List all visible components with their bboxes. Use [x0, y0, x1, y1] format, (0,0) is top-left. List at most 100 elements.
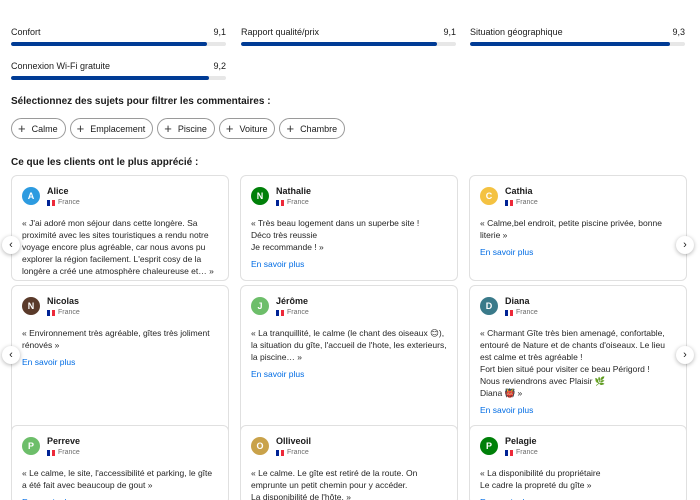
avatar: N: [22, 297, 40, 315]
chip-piscine[interactable]: + Piscine: [157, 118, 215, 139]
plus-icon: +: [225, 120, 234, 136]
score-label: Confort: [11, 27, 41, 37]
score-item-rapport-qualite-prix: Rapport qualité/prix 9,1: [241, 26, 456, 46]
score-item-situation: Situation géographique 9,3: [470, 26, 685, 46]
reviewer-country: France: [276, 308, 309, 318]
reviewer-info: Jérôme France: [276, 296, 309, 318]
review-text: « La tranquillité, le calme (le chant de…: [251, 328, 447, 362]
review-header: A Alice France: [22, 186, 218, 208]
avatar: C: [480, 187, 498, 205]
avatar: N: [251, 187, 269, 205]
avatar-initial: N: [27, 301, 35, 311]
reviewer-country: France: [47, 198, 80, 208]
review-header: D Diana France: [480, 296, 676, 318]
read-more-link[interactable]: En savoir plus: [480, 405, 534, 415]
score-value: 9,3: [672, 27, 685, 37]
reviewer-info: Pelagie France: [505, 436, 538, 458]
chevron-right-icon: ›: [683, 239, 687, 251]
review-card: A Alice France « J'ai adoré mon séjour dans…: [11, 175, 229, 281]
carousel-next-button[interactable]: ›: [676, 236, 694, 254]
reviewer-name: Nicolas: [47, 296, 80, 306]
reviewer-name: Perreve: [47, 436, 81, 446]
country-label: France: [287, 199, 309, 206]
carousel-prev-button[interactable]: ‹: [2, 346, 20, 364]
read-more-link[interactable]: En savoir plus: [480, 496, 676, 500]
country-label: France: [516, 199, 538, 206]
review-card: N Nathalie France « Très beau logement dans…: [240, 175, 458, 281]
read-more-link[interactable]: En savoir plus: [251, 259, 305, 269]
reviewer-info: Cathia France: [505, 186, 538, 208]
score-bar-fill: [470, 42, 670, 46]
score-bar-fill: [241, 42, 437, 46]
avatar-initial: O: [256, 441, 264, 451]
chip-label: Calme: [31, 123, 58, 134]
france-flag-icon: [276, 200, 285, 206]
avatar: P: [480, 437, 498, 455]
reviewer-country: France: [505, 308, 538, 318]
country-label: France: [287, 449, 309, 456]
chip-voiture[interactable]: + Voiture: [218, 118, 276, 139]
review-header: N Nicolas France: [22, 296, 218, 318]
score-bar-fill: [11, 76, 209, 80]
avatar-initial: P: [485, 441, 492, 451]
carousel-prev-button[interactable]: ‹: [2, 236, 20, 254]
plus-icon: +: [76, 120, 85, 136]
review-card: D Diana France « Charmant Gîte très bien am…: [469, 285, 687, 435]
score-bar: [11, 42, 226, 46]
review-card: P Perreve France « Le calme, le site, l'acc…: [11, 425, 229, 500]
country-label: France: [58, 199, 80, 206]
chip-calme[interactable]: + Calme: [11, 118, 66, 139]
chevron-left-icon: ‹: [9, 349, 13, 361]
review-text: « J'ai adoré mon séjour dans cette longè…: [22, 218, 214, 276]
reviews-carousel: A Alice France « J'ai adoré mon séjour dans…: [11, 175, 689, 500]
review-text: « Charmant Gîte très bien amenagé, confo…: [480, 328, 665, 398]
avatar: O: [251, 437, 269, 455]
reviewer-info: Perreve France: [47, 436, 80, 458]
avatar-initial: N: [256, 191, 264, 201]
reviewer-country: France: [276, 198, 311, 208]
avatar: J: [251, 297, 269, 315]
avatar-initial: D: [485, 301, 493, 311]
chip-label: Emplacement: [90, 123, 146, 134]
score-bar-fill: [11, 42, 207, 46]
france-flag-icon: [47, 450, 56, 456]
score-bar: [11, 76, 226, 80]
read-more-link[interactable]: En savoir plus: [251, 369, 305, 379]
review-text: « Calme,bel endroit, petite piscine priv…: [480, 218, 662, 240]
reviews-title: Ce que les clients ont le plus apprécié …: [11, 157, 199, 168]
review-text: « Très beau logement dans un superbe sit…: [251, 218, 420, 252]
reviewer-info: Diana France: [505, 296, 538, 318]
review-card: N Nicolas France « Environnement très agréa…: [11, 285, 229, 435]
score-item-confort: Confort 9,1: [11, 26, 226, 46]
read-more-link[interactable]: En savoir plus: [22, 357, 76, 367]
chip-chambre[interactable]: + Chambre: [279, 118, 346, 139]
read-more-link[interactable]: En savoir plus: [480, 247, 534, 257]
reviewer-name: Alice: [47, 186, 69, 196]
reviewer-name: Nathalie: [276, 186, 312, 196]
score-value: 9,1: [443, 27, 456, 37]
chip-emplacement[interactable]: + Emplacement: [69, 118, 154, 139]
reviewer-name: Olliveoil: [276, 436, 312, 446]
review-card: O Olliveoil France « Le calme. Le gîte est …: [240, 425, 458, 500]
review-header: O Olliveoil France: [251, 436, 447, 458]
review-header: C Cathia France: [480, 186, 676, 208]
score-label: Connexion Wi-Fi gratuite: [11, 61, 111, 71]
reviewer-country: France: [505, 198, 538, 208]
chip-label: Chambre: [300, 123, 338, 134]
review-text: « La disponibilité du propriétaire Le ca…: [480, 468, 601, 490]
filter-title: Sélectionnez des sujets pour filtrer les…: [11, 96, 271, 107]
score-bar: [470, 42, 685, 46]
reviewer-country: France: [47, 308, 80, 318]
carousel-next-button[interactable]: ›: [676, 346, 694, 364]
country-label: France: [58, 449, 80, 456]
avatar: D: [480, 297, 498, 315]
avatar-initial: C: [485, 191, 493, 201]
chevron-right-icon: ›: [683, 349, 687, 361]
read-more-link[interactable]: En savoir plus: [22, 496, 218, 500]
review-header: J Jérôme France: [251, 296, 447, 318]
reviewer-name: Jérôme: [276, 296, 309, 306]
score-item-wifi: Connexion Wi-Fi gratuite 9,2: [11, 60, 226, 80]
reviewer-info: Alice France: [47, 186, 80, 208]
review-header: P Pelagie France: [480, 436, 676, 458]
france-flag-icon: [276, 310, 285, 316]
